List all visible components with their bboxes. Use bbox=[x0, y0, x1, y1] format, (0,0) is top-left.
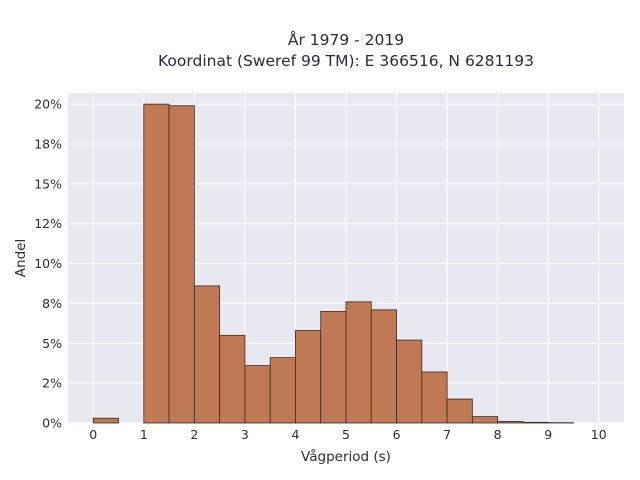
histogram-bar bbox=[143, 103, 170, 424]
histogram-bar bbox=[219, 334, 246, 424]
histogram-bar bbox=[168, 105, 195, 424]
histogram-bar bbox=[396, 339, 423, 424]
y-tick-label: 10% bbox=[34, 256, 62, 271]
y-tick-label: 0% bbox=[42, 416, 62, 431]
x-tick-label: 3 bbox=[241, 427, 249, 442]
histogram-bar bbox=[370, 309, 397, 424]
histogram-bar bbox=[269, 357, 296, 424]
y-tick-label: 12% bbox=[34, 216, 62, 231]
histogram-bar bbox=[193, 285, 221, 424]
y-tick-label: 15% bbox=[34, 176, 62, 191]
histogram-bar bbox=[421, 371, 448, 424]
x-tick-label: 1 bbox=[140, 427, 148, 442]
histogram-bar bbox=[244, 365, 271, 424]
histogram-bar bbox=[92, 417, 119, 424]
y-tick-label: 20% bbox=[34, 97, 62, 112]
histogram-bar bbox=[295, 330, 322, 424]
x-tick-labels: 0 1 2 3 4 5 6 7 8 9 10 bbox=[89, 427, 606, 442]
y-tick-label: 8% bbox=[42, 296, 62, 311]
x-tick-label: 5 bbox=[342, 427, 350, 442]
x-tick-label: 10 bbox=[591, 427, 607, 442]
x-tick-label: 4 bbox=[291, 427, 299, 442]
y-tick-label: 5% bbox=[42, 336, 62, 351]
y-axis-label: Andel bbox=[13, 239, 29, 277]
histogram-bar bbox=[320, 311, 347, 424]
x-tick-label: 8 bbox=[494, 427, 502, 442]
histogram-bar bbox=[345, 301, 372, 424]
x-axis-label: Vågperiod (s) bbox=[301, 448, 391, 465]
histogram-bar bbox=[446, 398, 473, 424]
histogram-bar bbox=[471, 416, 499, 424]
histogram-bar bbox=[522, 421, 549, 424]
chart-title-line1: År 1979 - 2019 bbox=[288, 30, 404, 49]
histogram-bar bbox=[497, 421, 524, 424]
y-tick-label: 18% bbox=[34, 137, 62, 152]
bars bbox=[92, 103, 574, 424]
chart-title-line2: Koordinat (Sweref 99 TM): E 366516, N 62… bbox=[158, 52, 534, 70]
y-tick-labels: 0% 2% 5% 8% 10% 12% 15% 18% 20% bbox=[34, 97, 62, 431]
x-tick-label: 2 bbox=[190, 427, 198, 442]
x-tick-label: 9 bbox=[544, 427, 552, 442]
y-tick-label: 2% bbox=[42, 376, 62, 391]
x-tick-label: 6 bbox=[393, 427, 401, 442]
x-tick-label: 0 bbox=[89, 427, 97, 442]
x-tick-label: 7 bbox=[443, 427, 451, 442]
